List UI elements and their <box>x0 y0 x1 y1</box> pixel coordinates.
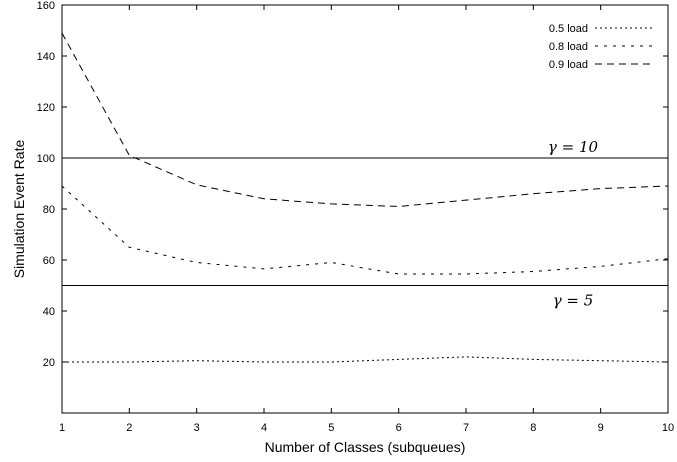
reference-line-label-1: γ = 10 <box>548 138 599 156</box>
x-tick-label-3: 3 <box>194 422 200 434</box>
x-tick-label-8: 8 <box>530 422 536 434</box>
y-tick-label-120: 120 <box>37 102 55 114</box>
series-line-0-8-load <box>61 185 669 275</box>
x-tick-label-9: 9 <box>598 422 604 434</box>
x-axis-label: Number of Classes (subqueues) <box>265 439 466 455</box>
y-tick-label-40: 40 <box>43 306 55 318</box>
y-tick-label-60: 60 <box>43 255 55 267</box>
series-line-0-5-load <box>62 356 669 363</box>
legend-label-0-9-load: 0.9 load <box>549 59 588 71</box>
y-tick-label-160: 160 <box>37 0 55 12</box>
y-tick-label-140: 140 <box>37 51 55 63</box>
legend-label-0-5-load: 0.5 load <box>549 23 588 35</box>
legend-label-0-8-load: 0.8 load <box>549 41 588 53</box>
x-tick-label-5: 5 <box>328 422 334 434</box>
y-tick-label-80: 80 <box>43 204 55 216</box>
x-tick-label-10: 10 <box>662 422 674 434</box>
x-tick-label-6: 6 <box>396 422 402 434</box>
x-tick-label-2: 2 <box>126 422 132 434</box>
x-tick-label-4: 4 <box>261 422 267 434</box>
y-axis-label: Simulation Event Rate <box>11 140 27 279</box>
reference-line-label-2: γ = 5 <box>553 292 594 310</box>
y-tick-label-100: 100 <box>37 153 55 165</box>
y-tick-label-20: 20 <box>43 357 55 369</box>
x-tick-label-7: 7 <box>463 422 469 434</box>
x-tick-label-1: 1 <box>59 422 65 434</box>
